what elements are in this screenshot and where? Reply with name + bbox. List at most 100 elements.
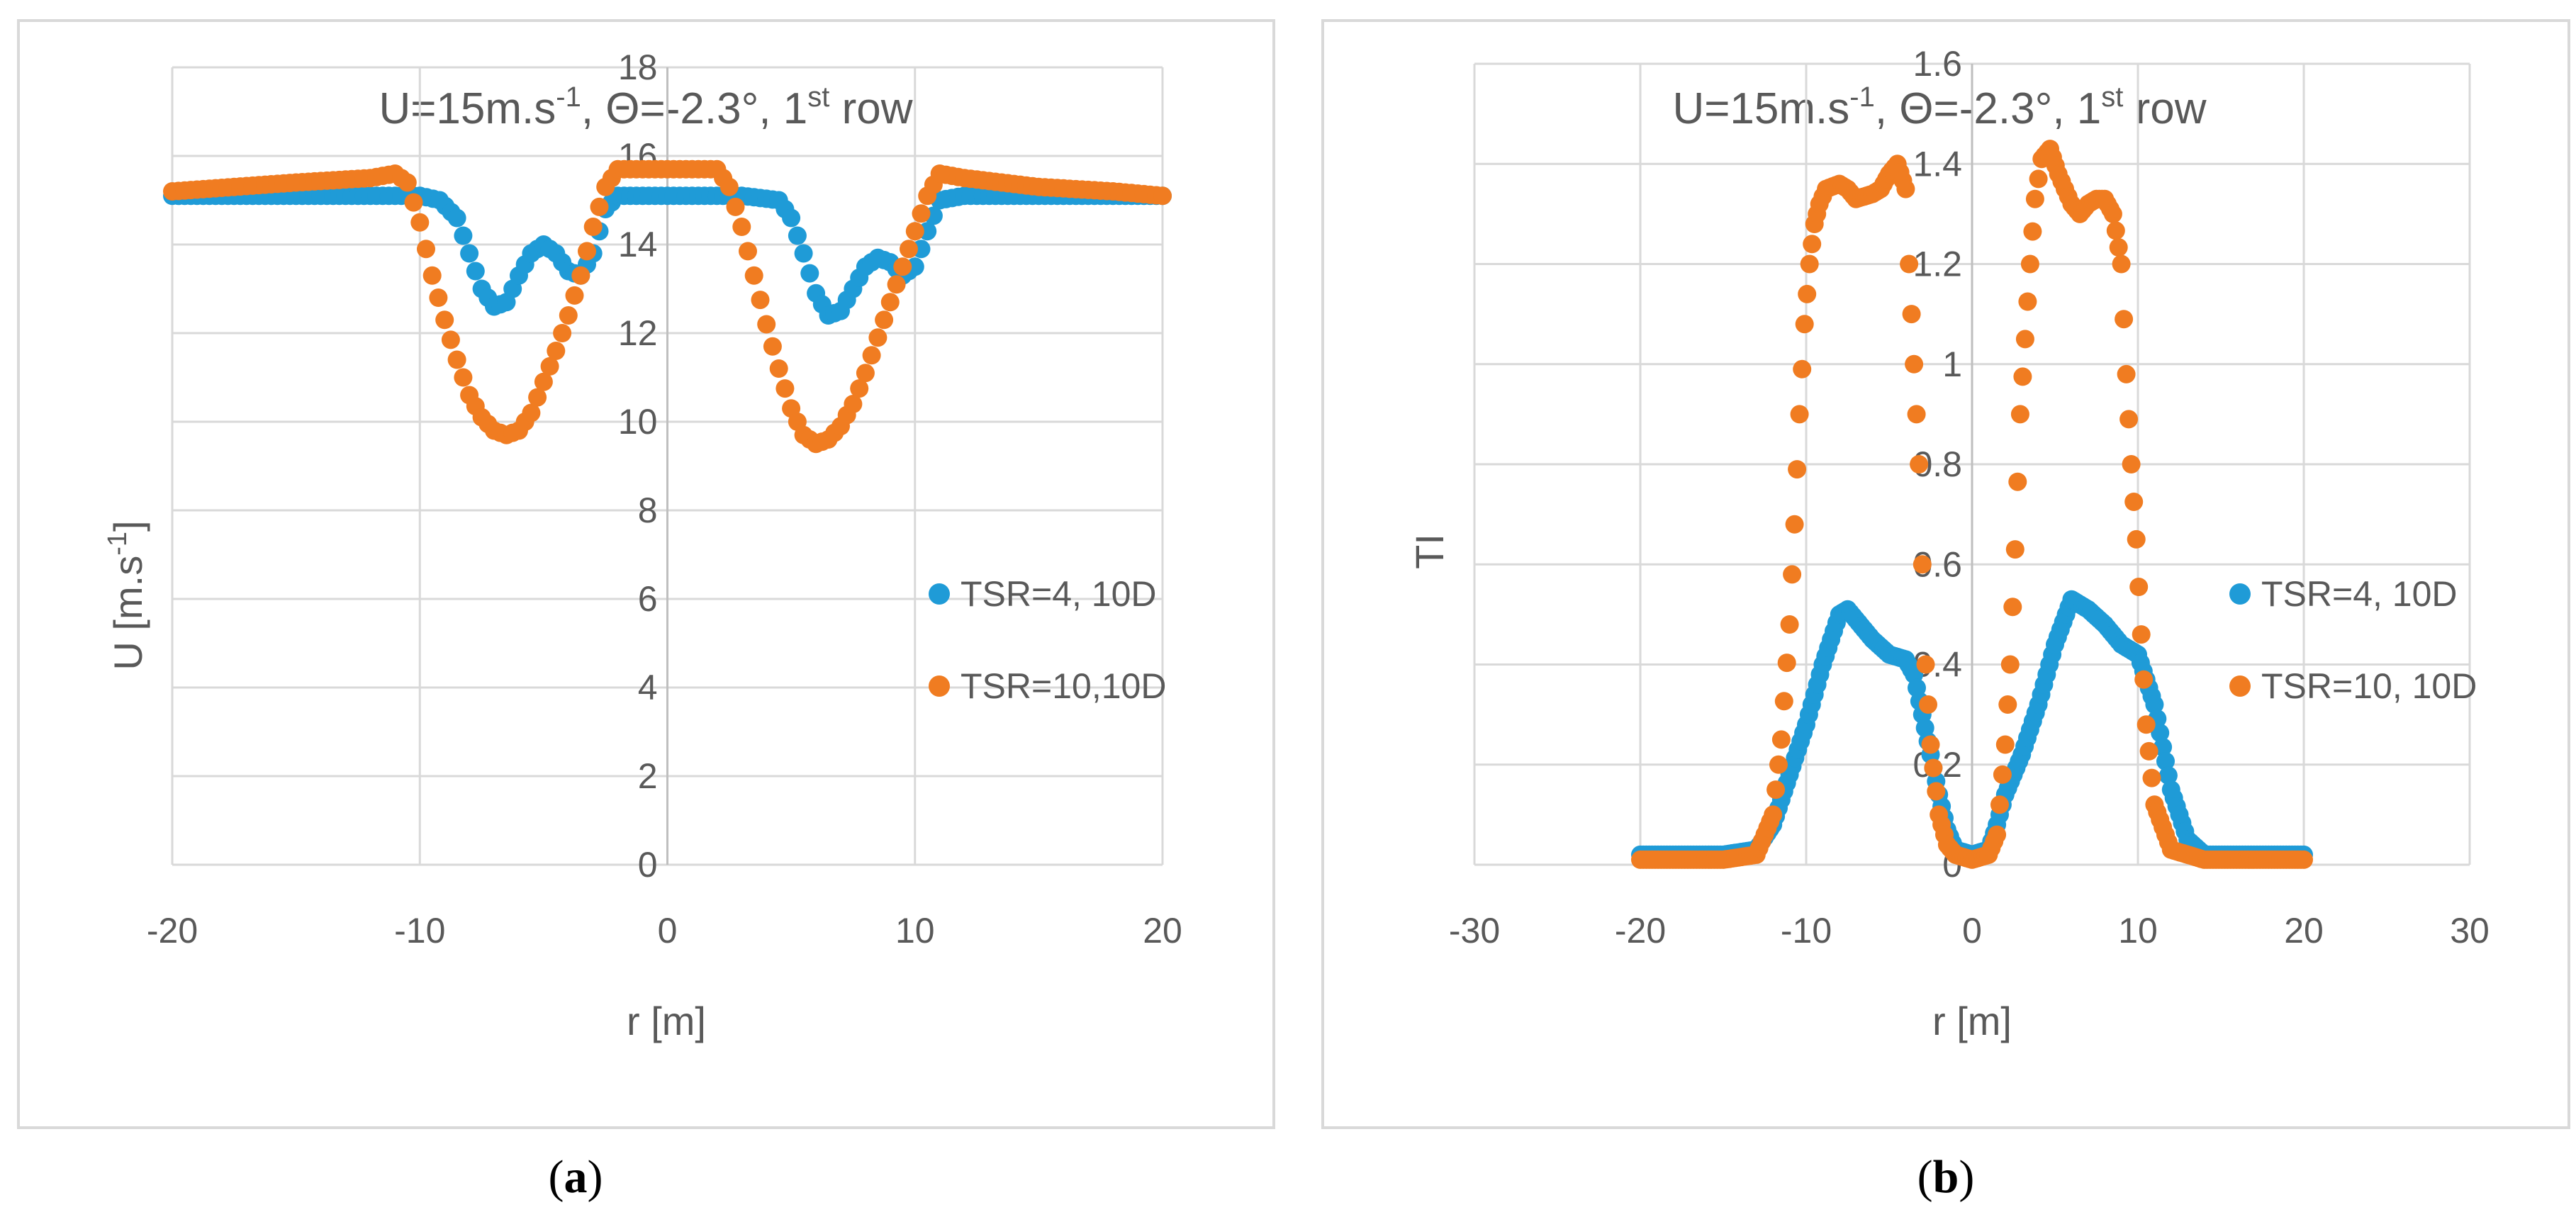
data-point-b-1-99 (1913, 555, 1932, 574)
data-point-a-1-98 (769, 359, 788, 378)
caption-a: (a) (549, 1151, 603, 1203)
y-tick-label-a-7: 14 (618, 225, 658, 264)
y-tick-label-a-4: 8 (638, 490, 658, 530)
data-point-a-1-93 (739, 242, 757, 261)
legend-a: TSR=4, 10D TSR=10,10D (929, 574, 1166, 706)
data-point-b-1-56 (1793, 359, 1812, 378)
data-point-b-1-183 (2142, 768, 2161, 787)
x-tick-label-b-1: -20 (1615, 911, 1666, 950)
series-a-1 (163, 159, 1172, 454)
data-point-a-1-68 (583, 218, 603, 236)
data-point-a-1-118 (893, 257, 912, 276)
data-point-b-1-138 (2018, 292, 2037, 311)
y-tick-label-b-7: 1.4 (1913, 144, 1962, 184)
data-point-a-0-48 (460, 244, 479, 263)
data-point-b-0-183 (2145, 695, 2164, 714)
legend-b-marker-0 (2229, 583, 2251, 605)
data-point-a-1-47 (454, 368, 473, 387)
x-tick-label-a-1: -10 (394, 911, 445, 950)
data-point-a-1-99 (775, 379, 795, 398)
y-tick-label-a-9: 18 (618, 47, 658, 87)
x-tick-label-a-2: 0 (658, 911, 678, 950)
data-point-b-1-59 (1800, 254, 1819, 274)
data-point-b-1-136 (2013, 367, 2032, 386)
data-point-a-1-112 (856, 364, 875, 383)
data-point-b-1-45 (1764, 805, 1783, 824)
data-point-b-0-187 (2156, 752, 2175, 770)
data-point-b-1-175 (2122, 455, 2141, 473)
data-point-b-1-102 (1921, 735, 1940, 754)
x-tick-label-a-3: 10 (895, 911, 935, 950)
legend-b-marker-1 (2229, 675, 2251, 697)
data-point-b-1-103 (1924, 758, 1943, 778)
data-point-b-1-141 (2025, 189, 2044, 208)
x-tick-label-b-3: 0 (1962, 911, 1982, 950)
legend-b: TSR=4, 10D TSR=10, 10D (2229, 574, 2477, 706)
data-point-a-1-43 (429, 288, 448, 307)
data-point-b-1-137 (2015, 330, 2034, 349)
data-point-b-1-127 (1990, 795, 2009, 814)
data-point-a-1-115 (875, 310, 894, 330)
x-tick-label-b-6: 30 (2450, 911, 2490, 950)
data-point-a-1-95 (751, 291, 770, 310)
data-point-b-0-186 (2154, 738, 2173, 756)
data-point-a-0-49 (466, 262, 485, 281)
data-point-a-1-67 (578, 242, 596, 261)
data-point-b-1-177 (2127, 529, 2146, 549)
legend-b-label-0: TSR=4, 10D (2261, 574, 2458, 614)
panel-b-frame (1321, 19, 2570, 1129)
data-point-a-1-60 (534, 372, 553, 391)
data-point-a-1-119 (900, 240, 918, 259)
legend-a-label-0: TSR=4, 10D (961, 574, 1157, 614)
data-point-a-0-47 (454, 226, 473, 245)
caption-b: (b) (1917, 1151, 1975, 1203)
data-point-a-1-39 (404, 193, 423, 212)
data-point-a-1-121 (912, 204, 931, 223)
data-point-b-1-179 (2132, 625, 2151, 644)
data-point-b-1-133 (2005, 540, 2025, 559)
data-point-b-1-126 (1988, 825, 2007, 844)
panel-a-frame (17, 19, 1275, 1129)
data-point-a-1-97 (763, 337, 782, 356)
series-b-1 (1631, 140, 2313, 869)
data-point-a-1-113 (862, 346, 881, 365)
data-point-a-1-117 (887, 275, 906, 294)
y-axis-title-a: U [m.s-1] (103, 520, 150, 670)
legend-a-marker-1 (929, 675, 950, 697)
data-point-b-1-130 (1998, 695, 2017, 714)
data-point-b-1-100 (1916, 655, 1935, 674)
data-point-a-0-100 (782, 208, 801, 228)
data-point-b-1-176 (2124, 493, 2144, 511)
data-point-b-1-50 (1777, 654, 1796, 673)
y-tick-label-a-0: 0 (638, 845, 658, 885)
data-point-a-1-61 (540, 357, 559, 376)
x-tick-label-b-4: 10 (2118, 911, 2158, 950)
data-point-a-1-116 (880, 293, 900, 312)
data-point-a-1-69 (590, 197, 609, 216)
y-tick-label-a-5: 10 (618, 402, 658, 442)
x-tick-label-b-5: 20 (2284, 911, 2324, 950)
data-point-a-1-38 (398, 173, 417, 192)
data-point-b-1-46 (1766, 780, 1786, 800)
data-point-b-1-178 (2129, 578, 2149, 596)
data-point-b-1-174 (2119, 410, 2139, 429)
legend-a-label-1: TSR=10,10D (961, 666, 1166, 706)
data-point-b-1-235 (2295, 850, 2313, 869)
data-point-a-1-62 (547, 342, 566, 360)
x-tick-label-a-4: 20 (1143, 911, 1182, 950)
legend-b-label-1: TSR=10, 10D (2261, 666, 2477, 706)
x-axis-title-a: r [m] (627, 999, 706, 1043)
data-point-b-1-94 (1900, 254, 1919, 274)
data-point-b-1-140 (2023, 222, 2042, 241)
data-point-b-1-60 (1803, 235, 1822, 254)
data-point-b-1-135 (2010, 405, 2029, 424)
data-point-b-1-182 (2139, 741, 2158, 761)
data-point-a-1-42 (422, 266, 442, 285)
data-point-a-1-58 (522, 403, 541, 422)
data-point-a-1-96 (757, 315, 776, 334)
x-tick-label-a-0: -20 (147, 911, 198, 950)
data-point-b-1-129 (1995, 735, 2015, 754)
data-point-b-1-54 (1788, 460, 1807, 479)
data-point-a-1-110 (844, 395, 863, 413)
